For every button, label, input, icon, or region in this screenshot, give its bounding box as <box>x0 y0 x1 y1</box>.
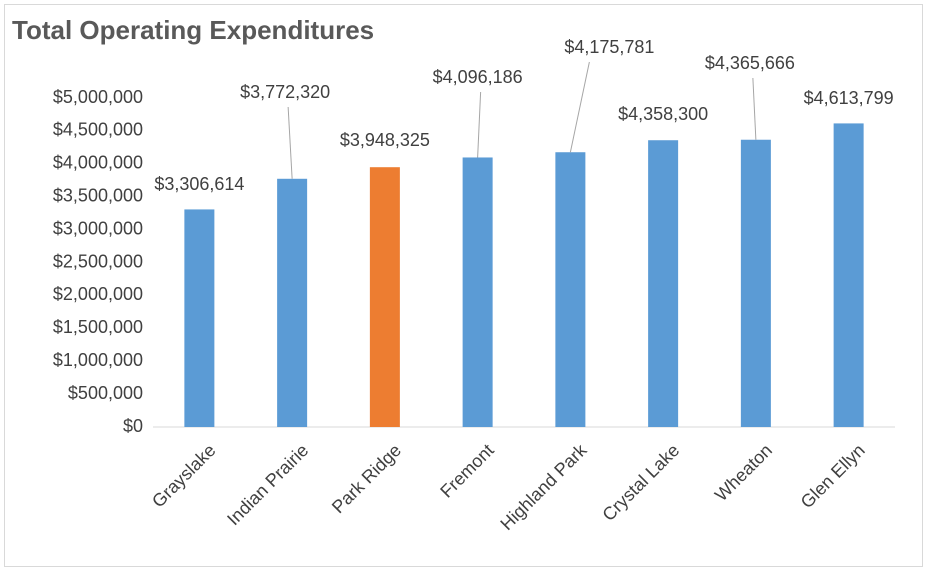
leader-line <box>477 91 482 158</box>
y-tick-label: $4,000,000 <box>53 153 143 173</box>
leader-line <box>569 61 590 153</box>
bar <box>555 152 586 427</box>
y-tick-label: $2,500,000 <box>53 251 143 271</box>
data-label: $3,948,325 <box>340 130 430 150</box>
chart-title: Total Operating Expenditures <box>12 15 374 45</box>
y-tick-label: $1,500,000 <box>53 317 143 337</box>
bar <box>648 140 679 427</box>
y-tick-label: $4,500,000 <box>53 120 143 140</box>
data-label: $3,306,614 <box>154 174 244 194</box>
leader-line <box>752 77 757 140</box>
bar <box>369 167 400 428</box>
data-label: $4,365,666 <box>705 53 795 73</box>
data-label: $4,175,781 <box>564 37 654 57</box>
y-tick-label: $3,000,000 <box>53 218 143 238</box>
data-label: $3,772,320 <box>240 82 330 102</box>
y-tick-label: $500,000 <box>68 383 143 403</box>
bar <box>740 139 771 427</box>
leader-line <box>287 106 293 179</box>
y-tick-label: $5,000,000 <box>53 87 143 107</box>
bar <box>462 157 493 428</box>
bar <box>184 209 215 427</box>
data-label: $4,613,799 <box>804 88 894 108</box>
y-tick-label: $1,000,000 <box>53 350 143 370</box>
y-tick-label: $0 <box>123 416 143 436</box>
data-label: $4,096,186 <box>433 67 523 87</box>
y-tick-label: $2,000,000 <box>53 284 143 304</box>
bar <box>277 178 308 427</box>
data-label: $4,358,300 <box>618 104 708 124</box>
y-tick-label: $3,500,000 <box>53 185 143 205</box>
bar <box>833 123 864 428</box>
